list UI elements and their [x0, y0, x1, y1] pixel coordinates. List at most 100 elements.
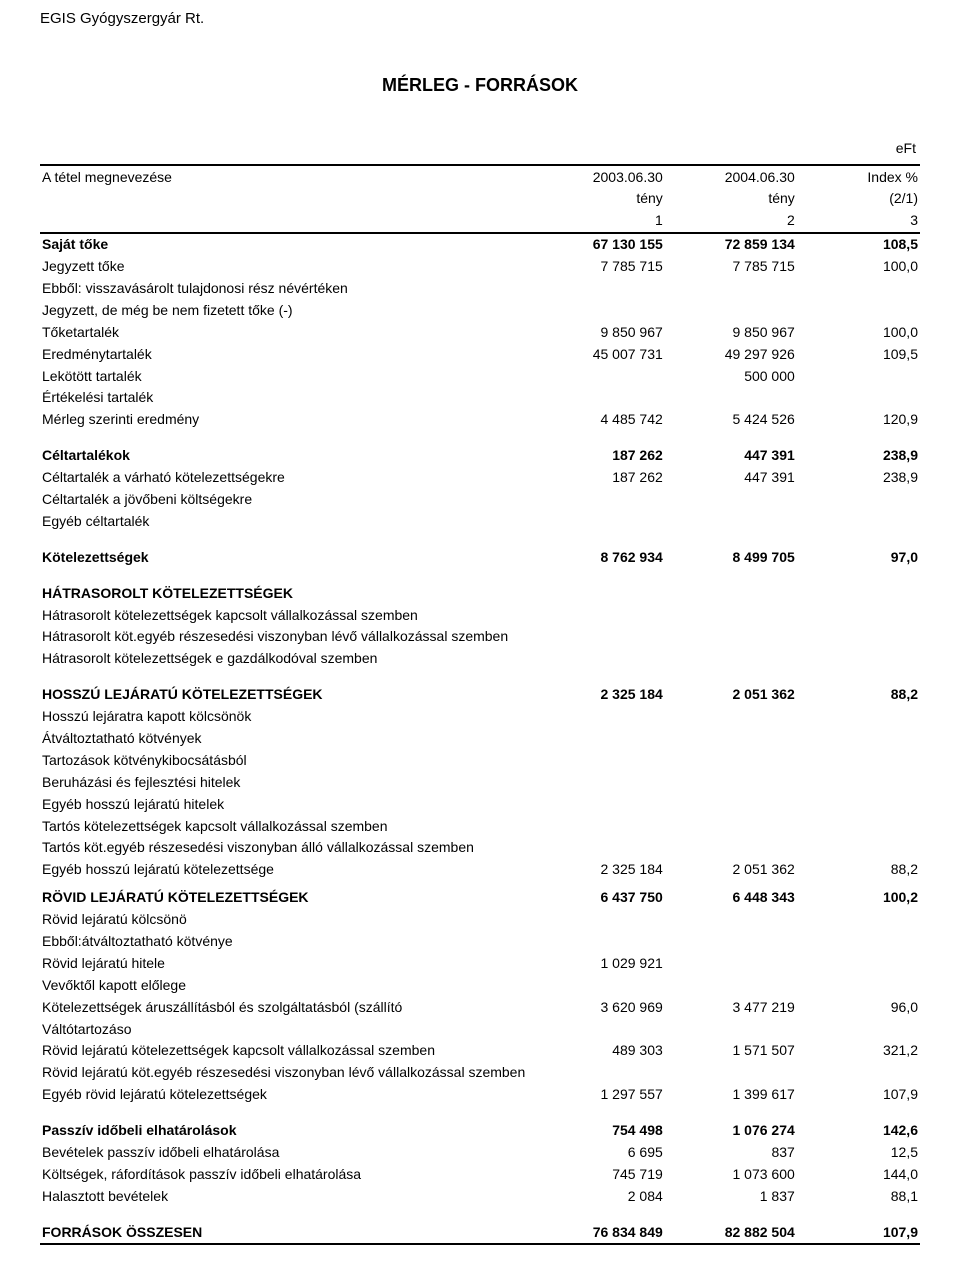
row-value [797, 365, 920, 387]
row-value: 88,1 [797, 1185, 920, 1207]
table-row [40, 1207, 920, 1221]
row-value [797, 1062, 920, 1084]
row-value [665, 1018, 797, 1040]
row-value: 12,5 [797, 1142, 920, 1164]
row-value [533, 931, 665, 953]
table-row [40, 532, 920, 546]
table-row: Jegyzett, de még be nem fizetett tőke (-… [40, 299, 920, 321]
row-label: Értékelési tartalék [40, 387, 533, 409]
row-value: 1 399 617 [665, 1084, 797, 1106]
row-value: 8 762 934 [533, 546, 665, 568]
row-value: 120,9 [797, 409, 920, 431]
row-value: 9 850 967 [665, 321, 797, 343]
row-label: Bevételek passzív időbeli elhatárolása [40, 1142, 533, 1164]
row-value: 2 325 184 [533, 684, 665, 706]
row-label: Hátrasorolt kötelezettségek kapcsolt vál… [40, 604, 533, 626]
row-label: Céltartalék a várható kötelezettségekre [40, 467, 533, 489]
row-value [665, 815, 797, 837]
row-value [797, 727, 920, 749]
row-value [665, 604, 797, 626]
row-value [665, 706, 797, 728]
row-value [797, 582, 920, 604]
row-value [665, 974, 797, 996]
row-value: 5 424 526 [665, 409, 797, 431]
row-value: 7 785 715 [665, 256, 797, 278]
table-header-row1: A tétel megnevezése 2003.06.30 2004.06.3… [40, 165, 920, 188]
row-value [533, 365, 665, 387]
row-value [665, 771, 797, 793]
row-value: 100,2 [797, 887, 920, 909]
row-label: Halasztott bevételek [40, 1185, 533, 1207]
row-value [533, 604, 665, 626]
row-value [797, 488, 920, 510]
row-value [533, 771, 665, 793]
row-value: 2 051 362 [665, 859, 797, 881]
row-label: Ebből:átváltoztatható kötvénye [40, 931, 533, 953]
row-value [665, 648, 797, 670]
table-row: Beruházási és fejlesztési hitelek [40, 771, 920, 793]
row-value: 3 477 219 [665, 996, 797, 1018]
table-row: Ebből: visszavásárolt tulajdonosi rész n… [40, 277, 920, 299]
header-sub3: (2/1) [797, 188, 920, 210]
row-value [665, 749, 797, 771]
table-row [40, 568, 920, 582]
row-value: 1 076 274 [665, 1120, 797, 1142]
table-row: Átváltoztatható kötvények [40, 727, 920, 749]
row-value: 1 571 507 [665, 1040, 797, 1062]
row-value: 9 850 967 [533, 321, 665, 343]
table-row: Tőketartalék9 850 9679 850 967100,0 [40, 321, 920, 343]
row-label: Céltartalékok [40, 445, 533, 467]
row-value [665, 510, 797, 532]
row-value [797, 706, 920, 728]
row-value [533, 1018, 665, 1040]
row-label: Passzív időbeli elhatárolások [40, 1120, 533, 1142]
row-value [533, 815, 665, 837]
table-header-row2: tény tény (2/1) [40, 188, 920, 210]
header-sub2: tény [665, 188, 797, 210]
row-value: 500 000 [665, 365, 797, 387]
unit-label: eFt [40, 140, 920, 156]
row-value [665, 582, 797, 604]
header-sub1: tény [533, 188, 665, 210]
row-value [665, 277, 797, 299]
table-row: Váltótartozáso [40, 1018, 920, 1040]
row-label: Hátrasorolt köt.egyéb részesedési viszon… [40, 626, 533, 648]
page: EGIS Gyógyszergyár Rt. MÉRLEG - FORRÁSOK… [0, 0, 960, 1265]
table-row: Céltartalékok187 262447 391238,9 [40, 445, 920, 467]
header-n3: 3 [797, 210, 920, 233]
table-row: RÖVID LEJÁRATÚ KÖTELEZETTSÉGEK6 437 7506… [40, 887, 920, 909]
row-value: 72 859 134 [665, 233, 797, 256]
table-row: HÁTRASOROLT KÖTELEZETTSÉGEK [40, 582, 920, 604]
table-row: Költségek, ráfordítások passzív időbeli … [40, 1163, 920, 1185]
row-value: 45 007 731 [533, 343, 665, 365]
table-row: Egyéb hosszú lejáratú kötelezettsége2 32… [40, 859, 920, 881]
row-value [797, 793, 920, 815]
row-value [533, 488, 665, 510]
row-value [533, 626, 665, 648]
row-value [797, 974, 920, 996]
row-value [797, 952, 920, 974]
company-name: EGIS Gyógyszergyár Rt. [40, 10, 920, 27]
row-value: 447 391 [665, 445, 797, 467]
row-value [533, 277, 665, 299]
row-value: 107,9 [797, 1221, 920, 1244]
row-label: HOSSZÚ LEJÁRATÚ KÖTELEZETTSÉGEK [40, 684, 533, 706]
row-value [665, 837, 797, 859]
row-value: 238,9 [797, 445, 920, 467]
row-value: 6 448 343 [665, 887, 797, 909]
row-value [665, 1062, 797, 1084]
row-label: FORRÁSOK ÖSSZESEN [40, 1221, 533, 1244]
row-label: Saját tőke [40, 233, 533, 256]
row-label: Mérleg szerinti eredmény [40, 409, 533, 431]
row-label: Tőketartalék [40, 321, 533, 343]
table-row: Ebből:átváltoztatható kötvénye [40, 931, 920, 953]
row-label: Jegyzett, de még be nem fizetett tőke (-… [40, 299, 533, 321]
row-label: Beruházási és fejlesztési hitelek [40, 771, 533, 793]
row-value: 187 262 [533, 467, 665, 489]
row-label: Tartozások kötvénykibocsátásból [40, 749, 533, 771]
table-row: Bevételek passzív időbeli elhatárolása6 … [40, 1142, 920, 1164]
table-row: Rövid lejáratú köt.egyéb részesedési vis… [40, 1062, 920, 1084]
row-value [797, 909, 920, 931]
row-value: 67 130 155 [533, 233, 665, 256]
row-label: Vevőktől kapott előlege [40, 974, 533, 996]
